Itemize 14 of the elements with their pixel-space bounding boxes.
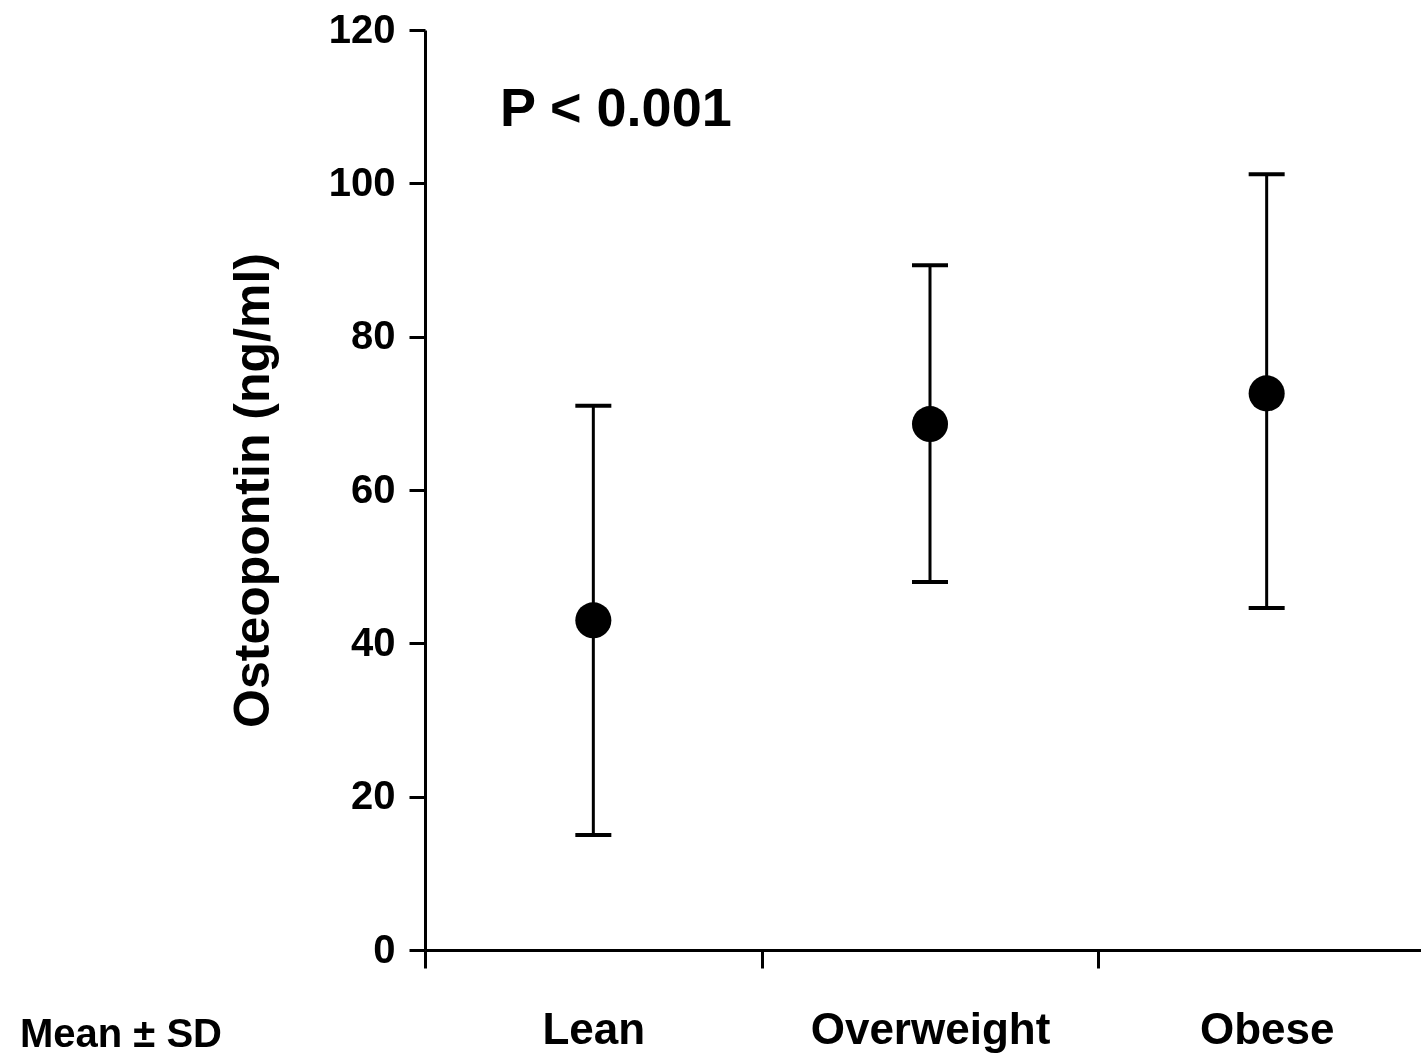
y-tick-label: 0 xyxy=(373,926,396,971)
annotation: P < 0.001 xyxy=(500,77,732,137)
text: Mean ± SD xyxy=(20,1011,222,1055)
y-tick-label: 40 xyxy=(351,619,396,664)
y-axis-title: Osteopontin (ng/ml) xyxy=(223,253,280,728)
y-tick-label: 60 xyxy=(351,466,396,511)
x-tick-label: Overweight xyxy=(810,1003,1051,1053)
y-tick-label: 100 xyxy=(328,159,396,204)
point xyxy=(911,406,949,443)
y-tick-label: 120 xyxy=(328,6,396,51)
y-tick-label: 20 xyxy=(351,773,396,818)
y-tick-label: 80 xyxy=(351,313,396,358)
x-tick-label: Lean xyxy=(542,1003,646,1053)
x-tick-label: Obese xyxy=(1199,1003,1335,1053)
